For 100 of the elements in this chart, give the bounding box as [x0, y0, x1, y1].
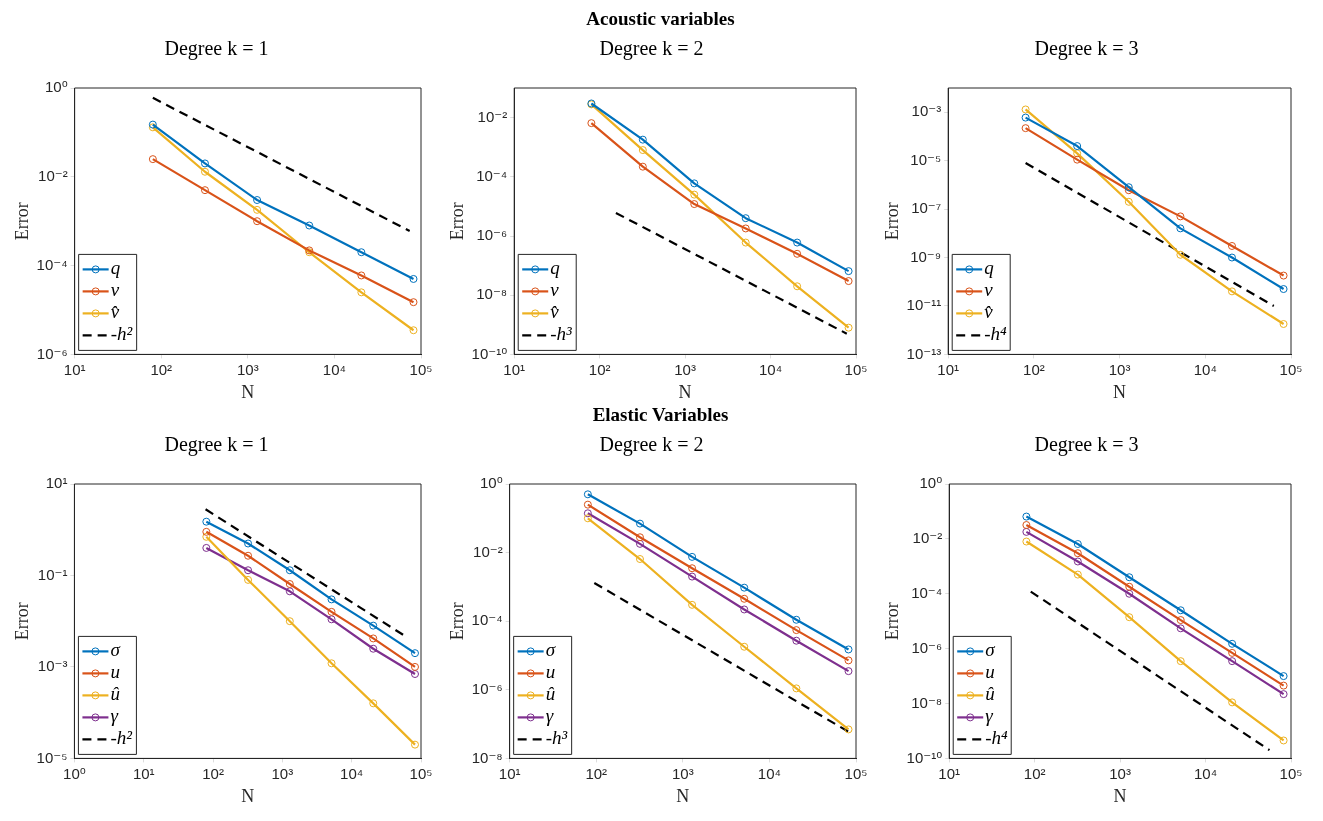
point: [202, 543, 211, 552]
legend-label: v̂: [550, 301, 560, 323]
point: [253, 217, 262, 226]
y-tick-label: 10⁻²: [38, 166, 68, 184]
point: [200, 167, 209, 176]
point: [792, 684, 801, 693]
point: [253, 196, 262, 205]
point: [793, 238, 802, 247]
point: [1125, 582, 1134, 591]
point: [740, 583, 749, 592]
point: [148, 155, 157, 164]
point: [1176, 606, 1185, 615]
point: [690, 190, 699, 199]
legend-label: γ: [985, 705, 994, 727]
point: [409, 326, 418, 335]
x-tick-label: 10⁵: [844, 360, 868, 378]
x-tick-label: 10²: [585, 764, 608, 782]
point: [583, 490, 592, 499]
point: [1022, 521, 1031, 530]
point: [844, 323, 853, 332]
point: [1021, 113, 1030, 122]
point: [844, 656, 853, 665]
point: [1125, 573, 1134, 582]
point: [741, 238, 750, 247]
point: [244, 551, 253, 560]
point: [1227, 241, 1236, 250]
y-axis-title: Error: [881, 602, 902, 641]
point: [638, 135, 647, 144]
x-axis-title: N: [241, 785, 255, 806]
point: [1021, 105, 1030, 114]
y-tick-label: 10¹: [45, 474, 68, 492]
point: [844, 667, 853, 676]
y-axis-title: Error: [446, 602, 467, 641]
y-tick-label: 10⁻⁶: [471, 679, 503, 697]
legend-label: -h²: [110, 727, 133, 749]
x-tick-label: 10¹: [63, 360, 86, 378]
legend-label: û: [985, 683, 995, 705]
y-tick-label: 10⁻⁴: [911, 583, 943, 601]
x-tick-label: 10⁴: [1193, 360, 1217, 378]
point: [357, 288, 366, 297]
point: [1125, 613, 1134, 622]
point: [638, 162, 647, 171]
point: [844, 267, 853, 276]
legend-label: u: [985, 661, 995, 683]
x-axis-title: N: [678, 381, 692, 402]
point: [244, 566, 253, 575]
chart-title: Degree k = 1: [164, 433, 269, 457]
point: [369, 634, 378, 643]
point: [1073, 142, 1082, 151]
point: [1227, 287, 1236, 296]
legend-label: σ: [110, 639, 121, 661]
point: [688, 600, 697, 609]
x-tick-label: 10⁴: [322, 360, 346, 378]
chart-title: Degree k = 2: [599, 37, 704, 61]
x-tick-label: 10³: [271, 764, 294, 782]
x-tick-label: 10⁵: [1279, 360, 1303, 378]
x-tick-label: 10⁴: [1193, 764, 1218, 782]
y-axis-title: Error: [11, 602, 32, 641]
y-tick-label: 10⁻¹⁰: [906, 748, 943, 766]
x-tick-label: 10⁴: [340, 764, 364, 782]
x-tick-label: 10¹: [937, 360, 960, 378]
point: [740, 605, 749, 614]
chart-title: Degree k = 1: [164, 37, 269, 61]
point: [1176, 212, 1185, 221]
y-tick-label: 10⁻⁶: [36, 344, 68, 362]
point: [1228, 648, 1237, 657]
y-tick-label: 10⁻²: [912, 529, 943, 547]
y-axis-title: Error: [11, 202, 32, 241]
x-tick-label: 10³: [1108, 360, 1131, 378]
point: [792, 615, 801, 624]
y-tick-label: 10⁻⁴: [471, 611, 503, 629]
legend-label: -h⁴: [984, 323, 1008, 345]
chart-title: Degree k = 3: [1034, 433, 1139, 457]
y-tick-label: 10⁻⁹: [910, 247, 942, 265]
legend-label: û: [110, 683, 120, 705]
y-tick-label: 10⁻¹¹: [906, 296, 942, 314]
point: [1176, 616, 1185, 625]
legend-label: -h³: [545, 727, 568, 749]
point: [793, 249, 802, 258]
point: [1073, 149, 1082, 158]
x-tick-label: 10¹: [132, 764, 155, 782]
point: [411, 649, 419, 658]
point: [1279, 736, 1288, 745]
chart-title: Degree k = 2: [599, 433, 704, 457]
legend-label: σ: [985, 639, 996, 661]
legend-label: q: [984, 257, 995, 279]
point: [635, 555, 644, 564]
x-tick-label: 10²: [588, 360, 611, 378]
x-tick-label: 10³: [674, 360, 696, 378]
point: [369, 644, 378, 653]
point: [202, 527, 211, 536]
point: [688, 552, 697, 561]
x-tick-label: 10⁵: [1279, 764, 1303, 782]
point: [369, 699, 378, 708]
point: [1279, 690, 1288, 699]
point: [1176, 624, 1185, 633]
point: [411, 662, 419, 671]
legend-label: û: [545, 683, 556, 705]
x-tick-label: 10³: [236, 360, 259, 378]
y-axis-title: Error: [446, 202, 467, 241]
